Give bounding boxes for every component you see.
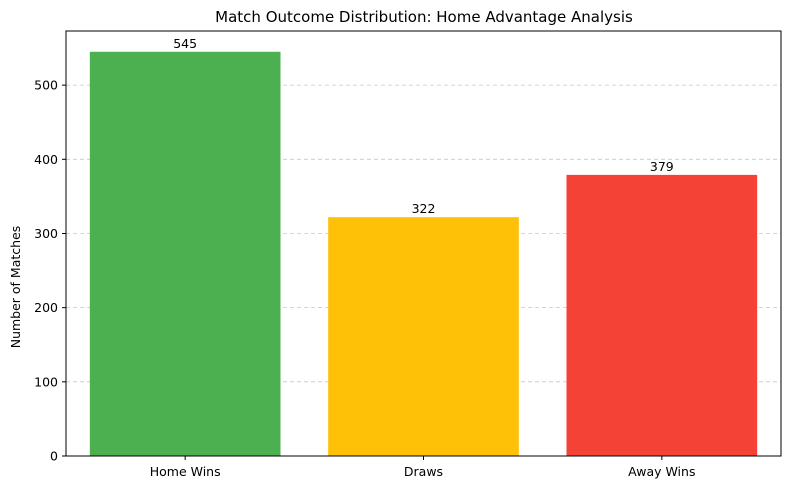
bar-away-wins (566, 174, 758, 457)
axis-layer: Home Wins Draws Away Wins 0 100 200 300 400 500 (34, 30, 782, 479)
bar-draws (328, 217, 519, 456)
x-tick-label: Home Wins (150, 464, 221, 479)
y-axis-label: Number of Matches (8, 226, 23, 349)
data-label: 379 (650, 159, 674, 174)
bar-home-wins (89, 51, 281, 457)
chart-title: Match Outcome Distribution: Home Advanta… (215, 8, 633, 26)
x-tick-label: Away Wins (628, 464, 695, 479)
y-tick-label: 100 (34, 374, 58, 389)
x-tick-label: Draws (404, 464, 443, 479)
data-label: 545 (173, 36, 197, 51)
y-tick-label: 300 (34, 226, 58, 241)
y-tick-label: 400 (34, 152, 58, 167)
plot-frame (65, 30, 782, 457)
bar-layer (89, 51, 758, 457)
data-label: 322 (412, 201, 436, 216)
data-label-layer: 545 322 379 (173, 36, 674, 216)
y-tick-label: 200 (34, 300, 58, 315)
y-tick-label: 0 (50, 449, 58, 464)
y-tick-label: 500 (34, 78, 58, 93)
